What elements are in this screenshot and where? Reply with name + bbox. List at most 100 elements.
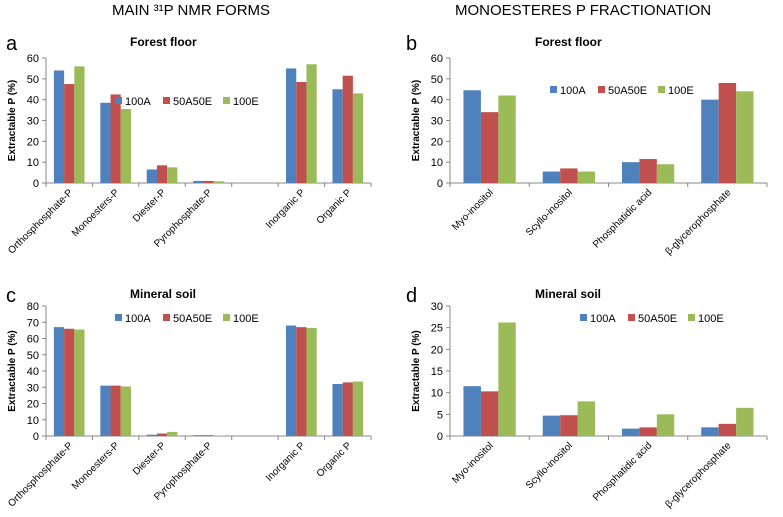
bar-50A50E-5: [296, 81, 307, 183]
y-tick-label: 80: [27, 301, 39, 313]
bar-50A50E-1: [110, 94, 121, 183]
chart-panel-b: b Forest floor Extractable P (%) 0 10 20 30 40 5…: [406, 33, 768, 257]
chart-title: Mineral soil: [130, 287, 196, 301]
bar-100A-5: [286, 325, 297, 436]
legend-label: 100E: [233, 96, 259, 108]
bar-100A-6: [332, 89, 343, 183]
bar-50A50E-3: [718, 83, 737, 183]
x-category-label: Phosphatidic acid: [591, 440, 654, 503]
y-tick-label: 30: [27, 382, 39, 394]
chart-panel-d: d Mineral soil Extractable P (%) 0 5 10 15 20 25…: [406, 285, 768, 510]
bar-50A50E-0: [480, 391, 499, 436]
y-tick-label: 5: [437, 409, 443, 421]
bar-100A-1: [542, 415, 561, 436]
y-axis-label: Extractable P (%): [411, 80, 422, 162]
bar-100A-2: [146, 169, 157, 183]
bar-100A-2: [621, 428, 640, 436]
y-tick-label: 20: [27, 136, 39, 148]
bar-100E-3: [736, 407, 754, 436]
x-category-label: β-glycerophosphate: [663, 440, 733, 510]
bar-50A50E-1: [560, 168, 578, 183]
x-category-label: Monoesters-P: [70, 440, 122, 492]
legend-swatch: [115, 314, 122, 321]
bar-100A-3: [193, 180, 204, 183]
bar-100A-1: [100, 102, 111, 183]
y-tick-label: 30: [27, 116, 39, 128]
bar-100A-0: [463, 386, 481, 436]
legend-label: 50A50E: [173, 96, 212, 108]
y-tick-label: 20: [431, 344, 443, 356]
bar-100E-0: [74, 66, 85, 183]
bar-50A50E-0: [480, 112, 499, 183]
bar-100E-0: [74, 329, 85, 436]
bar-50A50E-1: [110, 385, 121, 436]
bar-50A50E-2: [639, 427, 657, 436]
bar-50A50E-3: [718, 423, 737, 436]
legend-label: 100A: [560, 85, 586, 97]
bar-100A-5: [286, 68, 297, 183]
legend-label: 50A50E: [173, 313, 212, 325]
bar-100A-1: [100, 385, 111, 436]
x-category-label: Diester-P: [131, 187, 168, 224]
bar-100E-1: [120, 386, 131, 436]
bar-50A50E-3: [203, 180, 214, 183]
legend-swatch: [163, 97, 170, 104]
x-category-label: Scyllo-inositol: [524, 187, 575, 238]
bar-100A-3: [193, 435, 204, 436]
y-tick-label: 30: [431, 301, 443, 313]
y-tick-label: 40: [431, 95, 443, 107]
y-tick-label: 40: [27, 95, 39, 107]
chart-title: Forest floor: [130, 35, 197, 49]
bar-50A50E-2: [639, 159, 657, 183]
chart-title: Mineral soil: [535, 287, 601, 301]
bar-50A50E-2: [156, 433, 168, 436]
left-column-heading: MAIN ³¹P NMR FORMS: [112, 2, 271, 19]
legend-swatch: [658, 86, 665, 93]
y-tick-label: 25: [431, 323, 443, 335]
bar-100E-0: [498, 322, 516, 436]
y-tick-label: 20: [431, 136, 443, 148]
bar-100E-5: [306, 64, 317, 183]
x-category-label: Monoesters-P: [70, 187, 122, 239]
legend-label: 100E: [668, 85, 694, 97]
y-tick-label: 0: [33, 178, 39, 190]
y-tick-label: 70: [27, 317, 39, 329]
panel-letter: d: [406, 285, 417, 307]
y-tick-label: 15: [431, 366, 443, 378]
y-tick-label: 30: [431, 116, 443, 128]
bar-100A-3: [701, 99, 719, 183]
y-tick-label: 0: [437, 431, 443, 443]
bar-100E-2: [656, 164, 675, 183]
legend-swatch: [163, 314, 170, 321]
y-axis-label: Extractable P (%): [411, 330, 422, 412]
panel-letter: b: [406, 33, 417, 55]
bar-100E-3: [213, 181, 224, 183]
legend-swatch: [688, 314, 695, 321]
bar-100E-6: [352, 93, 364, 183]
x-category-label: Phosphatidic acid: [591, 187, 654, 250]
panel-letter: c: [6, 285, 16, 307]
right-column-heading: MONOESTERES P FRACTIONATION: [455, 2, 712, 19]
y-tick-label: 50: [27, 350, 39, 362]
panel-letter: a: [6, 33, 18, 55]
bar-100E-5: [306, 327, 317, 436]
bar-100E-6: [352, 381, 364, 436]
legend-swatch: [628, 314, 635, 321]
bar-100E-2: [167, 431, 178, 436]
y-tick-label: 40: [27, 366, 39, 378]
bar-100A-3: [701, 427, 719, 436]
bar-100E-0: [498, 95, 516, 183]
bar-100E-1: [120, 109, 131, 183]
bar-50A50E-2: [156, 165, 168, 183]
y-tick-label: 60: [27, 334, 39, 346]
x-category-label: Myo-inositol: [450, 440, 496, 486]
x-category-label: Inorganic P: [264, 187, 308, 231]
x-category-label: Inorganic P: [264, 440, 308, 484]
y-axis-label: Extractable P (%): [7, 80, 18, 162]
bar-100A-6: [332, 384, 343, 436]
bar-100E-2: [656, 414, 675, 436]
legend-label: 100E: [698, 313, 724, 325]
legend-swatch: [580, 314, 587, 321]
bar-100E-1: [577, 401, 596, 436]
legend-swatch: [115, 97, 122, 104]
